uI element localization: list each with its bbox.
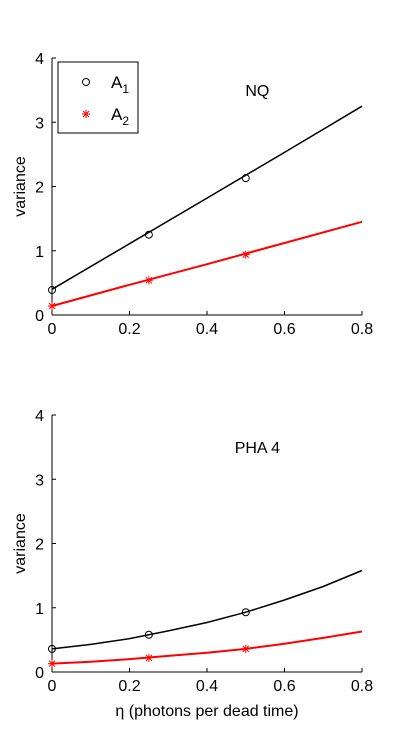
x-tick-label: 0 — [48, 678, 57, 695]
data-point — [144, 630, 153, 639]
y-tick-label: 3 — [35, 115, 44, 132]
data-point — [144, 276, 153, 285]
y-tick-label: 2 — [35, 537, 44, 554]
data-point — [48, 644, 56, 653]
series-A1 — [48, 105, 363, 294]
legend-label: A1 — [111, 73, 129, 96]
star-stroke — [242, 251, 250, 258]
fit-line — [51, 220, 363, 307]
data-point — [241, 608, 250, 617]
star-stroke — [242, 645, 250, 653]
x-tick-label: 0.4 — [196, 321, 218, 338]
y-axis-label: variance — [12, 156, 29, 217]
panel-annotation: NQ — [245, 83, 269, 100]
data-point — [144, 653, 153, 662]
legend-marker-star — [82, 110, 90, 118]
legend-label: A2 — [111, 105, 129, 128]
x-tick-label: 0.8 — [351, 321, 373, 338]
y-tick-label: 3 — [35, 472, 44, 489]
series-A2 — [48, 220, 363, 311]
y-axis-label: variance — [12, 513, 29, 574]
x-tick-label: 0.4 — [196, 678, 218, 695]
y-tick-label: 4 — [35, 51, 44, 68]
x-axis-label: η (photons per dead time) — [115, 703, 298, 720]
x-tick-label: 0.2 — [118, 321, 140, 338]
chart-2: 0 0.2 0.4 0.6 0.8 0 1 2 3 4 variance η (photons per… — [12, 408, 373, 720]
data-point — [48, 302, 56, 311]
series-A1 — [48, 569, 363, 653]
y-tick-label: 1 — [35, 601, 44, 618]
x-tick-label: 0.8 — [351, 678, 373, 695]
star-stroke — [145, 276, 153, 284]
fit-line — [51, 630, 363, 665]
data-point — [144, 230, 153, 239]
data-point — [241, 250, 250, 259]
legend-box — [57, 61, 139, 134]
star-stroke — [48, 660, 56, 668]
x-tick-label: 0.6 — [273, 678, 295, 695]
panel-annotation: PHA 4 — [235, 440, 280, 457]
x-tick-label: 0.6 — [273, 321, 295, 338]
fit-line — [51, 105, 363, 290]
y-tick-label: 0 — [35, 308, 44, 325]
data-point — [241, 174, 250, 183]
legend-marker-circle — [82, 78, 90, 86]
data-point — [48, 285, 56, 294]
y-tick-label: 0 — [35, 665, 44, 682]
y-tick-label: 2 — [35, 180, 44, 197]
x-tick-label: 0 — [48, 321, 57, 338]
data-point — [241, 644, 250, 653]
x-tick-label: 0.2 — [118, 678, 140, 695]
series-A2 — [48, 630, 363, 668]
y-tick-label: 1 — [35, 244, 44, 261]
star-stroke — [82, 110, 90, 118]
y-tick-label: 4 — [35, 408, 44, 425]
star-stroke — [48, 302, 56, 310]
data-point — [48, 659, 56, 668]
fit-line — [51, 569, 363, 650]
star-stroke — [145, 654, 153, 662]
